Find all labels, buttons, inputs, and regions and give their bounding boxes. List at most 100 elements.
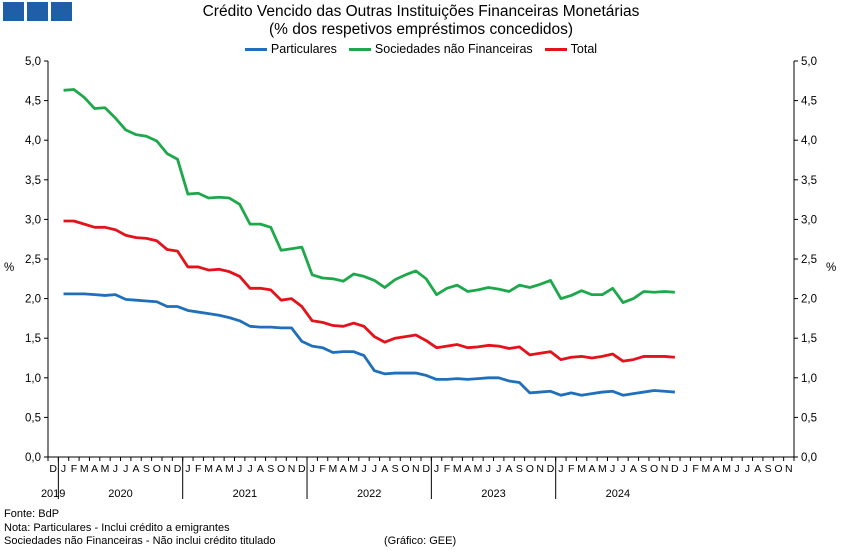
year-label: 2022 — [357, 488, 381, 500]
x-tick-label: A — [133, 463, 140, 475]
legend-item-snf: Sociedades não Financeiras — [348, 42, 533, 56]
logo — [3, 2, 72, 21]
x-tick-label: D — [174, 463, 182, 475]
x-tick-label: M — [80, 463, 89, 475]
x-tick-label: O — [153, 463, 161, 475]
year-label: 2020 — [108, 488, 132, 500]
footnote-snf: Sociedades não Financeiras - Não inclui … — [4, 535, 276, 547]
x-tick-label: F — [692, 463, 698, 475]
x-tick-label: A — [588, 463, 595, 475]
y-tick-label: 0,0 — [25, 452, 41, 464]
x-tick-label: A — [464, 463, 471, 475]
x-tick-label: J — [558, 463, 563, 475]
x-tick-label: M — [329, 463, 338, 475]
year-label: 2024 — [606, 488, 630, 500]
x-tick-label: M — [453, 463, 462, 475]
logo-square — [3, 2, 24, 21]
x-tick-label: J — [610, 463, 615, 475]
x-tick-label: D — [49, 463, 57, 475]
x-tick-label: S — [640, 463, 647, 475]
x-tick-label: S — [392, 463, 399, 475]
x-tick-label: A — [215, 463, 222, 475]
chart-title: Crédito Vencido das Outras Instituições … — [202, 3, 640, 20]
y-tick-label: 3,5 — [801, 175, 817, 187]
x-tick-label: M — [577, 463, 586, 475]
x-tick-label: A — [257, 463, 264, 475]
x-tick-label: N — [412, 463, 420, 475]
y-tick-label: 2,5 — [801, 254, 817, 266]
x-tick-label: J — [185, 463, 190, 475]
x-tick-label: N — [163, 463, 171, 475]
x-tick-label: F — [71, 463, 77, 475]
legend: Particulares Sociedades não Financeiras … — [0, 42, 842, 56]
x-tick-label: D — [298, 463, 306, 475]
y-tick-label: 2,0 — [801, 294, 817, 306]
x-tick-label: J — [372, 463, 377, 475]
x-tick-label: S — [267, 463, 274, 475]
chart-footer: Fonte: BdP Nota: Particulares - Inclui c… — [4, 508, 276, 549]
y-tick-label: 4,5 — [25, 96, 41, 108]
x-tick-label: S — [143, 463, 150, 475]
year-label: 2021 — [233, 488, 257, 500]
y-tick-label: 4,0 — [801, 135, 817, 147]
y-axis-label-right: % — [826, 262, 836, 274]
x-tick-label: A — [381, 463, 388, 475]
x-tick-label: N — [536, 463, 544, 475]
legend-swatch-snf — [348, 47, 371, 51]
footnote-particulares: Nota: Particulares - Inclui crédito a em… — [4, 521, 230, 534]
y-tick-label: 2,0 — [25, 294, 41, 306]
legend-swatch-particulares — [244, 47, 267, 51]
year-label: 2023 — [481, 488, 505, 500]
x-tick-label: A — [630, 463, 637, 475]
x-tick-label: J — [620, 463, 625, 475]
x-tick-label: J — [434, 463, 439, 475]
x-tick-label: S — [765, 463, 772, 475]
x-tick-label: O — [774, 463, 782, 475]
logo-square — [51, 2, 72, 21]
x-tick-label: A — [91, 463, 98, 475]
x-tick-label: F — [444, 463, 450, 475]
y-axis-label-left: % — [4, 262, 14, 274]
y-tick-label: 0,5 — [801, 412, 817, 424]
series-line-particulares — [63, 292, 675, 397]
x-tick-label: A — [506, 463, 513, 475]
x-tick-label: M — [101, 463, 110, 475]
y-tick-label: 3,5 — [25, 175, 41, 187]
legend-label-total: Total — [570, 42, 598, 56]
y-tick-label: 1,5 — [801, 333, 817, 345]
x-tick-label: A — [340, 463, 347, 475]
chart-credit: (Gráfico: GEE) — [384, 535, 457, 547]
series-line-snf — [63, 88, 675, 304]
x-tick-label: M — [474, 463, 483, 475]
x-tick-label: J — [310, 463, 315, 475]
y-tick-label: 4,5 — [801, 96, 817, 108]
y-tick-label: 1,0 — [25, 373, 41, 385]
x-tick-label: S — [516, 463, 523, 475]
x-tick-label: D — [422, 463, 430, 475]
x-tick-label: O — [277, 463, 285, 475]
x-tick-label: A — [754, 463, 761, 475]
x-tick-label: J — [123, 463, 128, 475]
x-tick-label: O — [526, 463, 534, 475]
chart-title-block: Crédito Vencido das Outras Instituições … — [0, 3, 842, 39]
y-tick-label: 1,0 — [801, 373, 817, 385]
x-tick-label: M — [702, 463, 711, 475]
x-tick-label: M — [204, 463, 213, 475]
x-tick-label: M — [722, 463, 731, 475]
x-tick-label: A — [713, 463, 720, 475]
x-tick-label: O — [401, 463, 409, 475]
x-tick-label: O — [650, 463, 658, 475]
legend-item-total: Total — [544, 42, 598, 56]
series-line-total — [63, 219, 675, 363]
y-tick-label: 3,0 — [801, 214, 817, 226]
y-tick-label: 1,5 — [25, 333, 41, 345]
y-tick-label: 5,0 — [801, 56, 817, 68]
x-tick-label: J — [113, 463, 118, 475]
chart-subtitle: (% dos respetivos empréstimos concedidos… — [268, 21, 574, 38]
x-tick-label: F — [195, 463, 201, 475]
y-tick-label: 0,0 — [801, 452, 817, 464]
x-tick-label: J — [486, 463, 491, 475]
x-tick-label: J — [361, 463, 366, 475]
x-tick-label: F — [568, 463, 574, 475]
x-tick-label: N — [288, 463, 296, 475]
